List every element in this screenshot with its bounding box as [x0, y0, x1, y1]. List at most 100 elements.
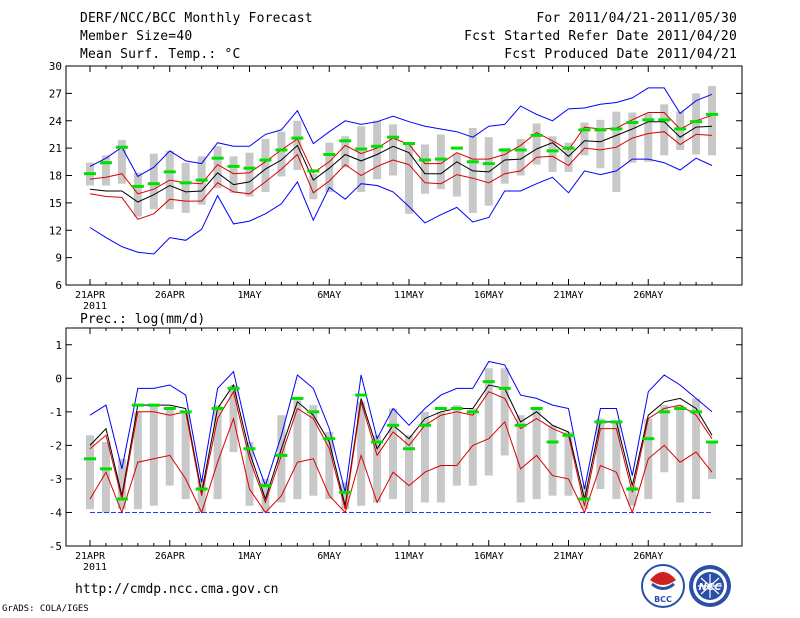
- precipitation-series-upper: [89, 360, 713, 493]
- temperature-spread-box: [532, 123, 541, 165]
- temperature-spread-box: [676, 111, 685, 150]
- temperature-spread-box: [500, 148, 509, 184]
- temperature-ytick-label: 12: [49, 224, 62, 237]
- temperature-spread-box: [708, 86, 717, 156]
- temperature-spread-box: [436, 134, 445, 190]
- chart-title: DERF/NCC/BCC Monthly Forecast: [80, 11, 313, 26]
- temperature-spread-box: [277, 131, 286, 177]
- precipitation-spread-box: [692, 398, 701, 500]
- temperature-ytick-label: 27: [49, 87, 62, 100]
- temperature-spread-box: [325, 142, 334, 192]
- temperature-spread-box: [149, 153, 158, 210]
- member-size: Member Size=40: [80, 29, 193, 44]
- temperature-spread-box: [405, 144, 413, 214]
- precipitation-spread-box: [373, 435, 382, 503]
- precipitation-spread-box: [708, 442, 717, 479]
- temperature-spread-box: [564, 142, 573, 172]
- temperature-xtick-label: 21MAY: [553, 290, 583, 301]
- precipitation-spread-box: [149, 405, 158, 506]
- temperature-ytick-label: 21: [49, 142, 62, 155]
- ncc-logo-text: NCC: [698, 582, 722, 593]
- precipitation-spread-box: [548, 425, 557, 496]
- bcc-logo-text: BCC: [654, 595, 672, 604]
- precipitation-ytick-label: -3: [49, 473, 62, 486]
- precipitation-spread-box: [564, 431, 573, 496]
- precipitation-spread-box: [612, 421, 621, 500]
- precipitation-spread-box: [341, 482, 350, 510]
- precipitation-xtick-label: 26MAY: [633, 551, 663, 562]
- precipitation-year-label: 2011: [83, 562, 107, 573]
- temperature-spread-box: [373, 120, 382, 180]
- precipitation-spread-box: [213, 405, 222, 500]
- precipitation-spread-box: [86, 435, 94, 510]
- ncc-logo: NCC: [689, 565, 731, 607]
- temperature-spread-box: [341, 136, 350, 168]
- temperature-spread-box: [261, 139, 270, 192]
- temperature-spread-box: [596, 119, 605, 169]
- precipitation-spread-box: [309, 405, 318, 496]
- precipitation-xtick-label: 16MAY: [474, 551, 504, 562]
- source-url[interactable]: http://cmdp.ncc.cma.gov.cn: [75, 582, 279, 597]
- precipitation-ytick-label: 0: [55, 372, 62, 385]
- precipitation-spread-box: [133, 411, 142, 510]
- precipitation-spread-box: [596, 418, 605, 489]
- temperature-series-mean_minus: [89, 131, 713, 220]
- precipitation-xtick-label: 11MAY: [394, 551, 424, 562]
- temperature-spread-box: [420, 144, 429, 194]
- forecast-produced-date: Fcst Produced Date 2011/04/21: [504, 47, 737, 62]
- temperature-xtick-label: 6MAY: [317, 290, 341, 301]
- temperature-xtick-label: 16MAY: [474, 290, 504, 301]
- temperature-spread-box: [357, 126, 366, 192]
- temperature-spread-box: [548, 136, 557, 172]
- temperature-ytick-label: 15: [49, 197, 62, 210]
- temperature-year-label: 2011: [83, 301, 107, 312]
- precipitation-spread-box: [500, 368, 509, 456]
- temperature-spread-box: [309, 173, 318, 200]
- precipitation-xtick-label: 21APR: [75, 551, 106, 562]
- precipitation-spread-box: [436, 411, 445, 503]
- temperature-spread-box: [389, 124, 398, 176]
- precipitation-ytick-label: -1: [49, 406, 62, 419]
- temperature-spread-box: [181, 162, 190, 213]
- precipitation-spread-box: [532, 408, 541, 500]
- temperature-series-upper: [89, 87, 713, 178]
- temperature-spread-box: [245, 152, 254, 197]
- temperature-ytick-label: 24: [49, 115, 63, 128]
- temperature-spread-box: [612, 111, 621, 192]
- temperature-xtick-label: 26MAY: [633, 290, 663, 301]
- forecast-started-date: Fcst Started Refer Date 2011/04/20: [464, 29, 737, 44]
- precipitation-ytick-label: -4: [49, 506, 63, 519]
- precipitation-spread-box: [293, 398, 302, 500]
- precipitation-spread-box: [245, 442, 254, 506]
- temperature-xtick-label: 1MAY: [237, 290, 261, 301]
- precipitation-series-mean_minus: [89, 390, 713, 510]
- precipitation-spread-box: [389, 408, 398, 500]
- precipitation-spread-box: [628, 485, 637, 506]
- temperature-series-max: [89, 157, 713, 255]
- precipitation-spread-box: [420, 411, 429, 503]
- precipitation-ytick-label: -5: [49, 540, 62, 553]
- grads-credit: GrADS: COLA/IGES: [2, 604, 89, 614]
- temperature-spread-box: [133, 172, 142, 217]
- temperature-panel: 6 9 12 15 18 21 24 27 30 21APR 26APR 1MAY 6MAY 11MAY 1…: [49, 60, 743, 312]
- precipitation-xtick-label: 6MAY: [317, 551, 341, 562]
- precipitation-xtick-label: 26APR: [155, 551, 186, 562]
- temperature-ytick-label: 6: [55, 279, 62, 292]
- precipitation-xtick-label: 21MAY: [553, 551, 583, 562]
- precipitation-spread-box: [277, 415, 286, 503]
- temperature-series-mean: [89, 121, 713, 203]
- precipitation-series-lower: [89, 416, 713, 515]
- precipitation-spread-box: [676, 405, 685, 503]
- precipitation-spread-box: [325, 431, 334, 500]
- temp-variable-label: Mean Surf. Temp.: °C: [80, 47, 241, 62]
- precipitation-frame: [65, 327, 743, 547]
- temperature-xtick-label: 26APR: [155, 290, 186, 301]
- temperature-ytick-label: 18: [49, 170, 62, 183]
- temperature-spread-box: [213, 146, 222, 189]
- temperature-spread-box: [644, 113, 653, 162]
- precipitation-spread-box: [117, 458, 126, 510]
- precipitation-spread-box: [101, 442, 110, 513]
- temperature-spread-box: [692, 93, 701, 155]
- precipitation-spread-box: [405, 435, 413, 513]
